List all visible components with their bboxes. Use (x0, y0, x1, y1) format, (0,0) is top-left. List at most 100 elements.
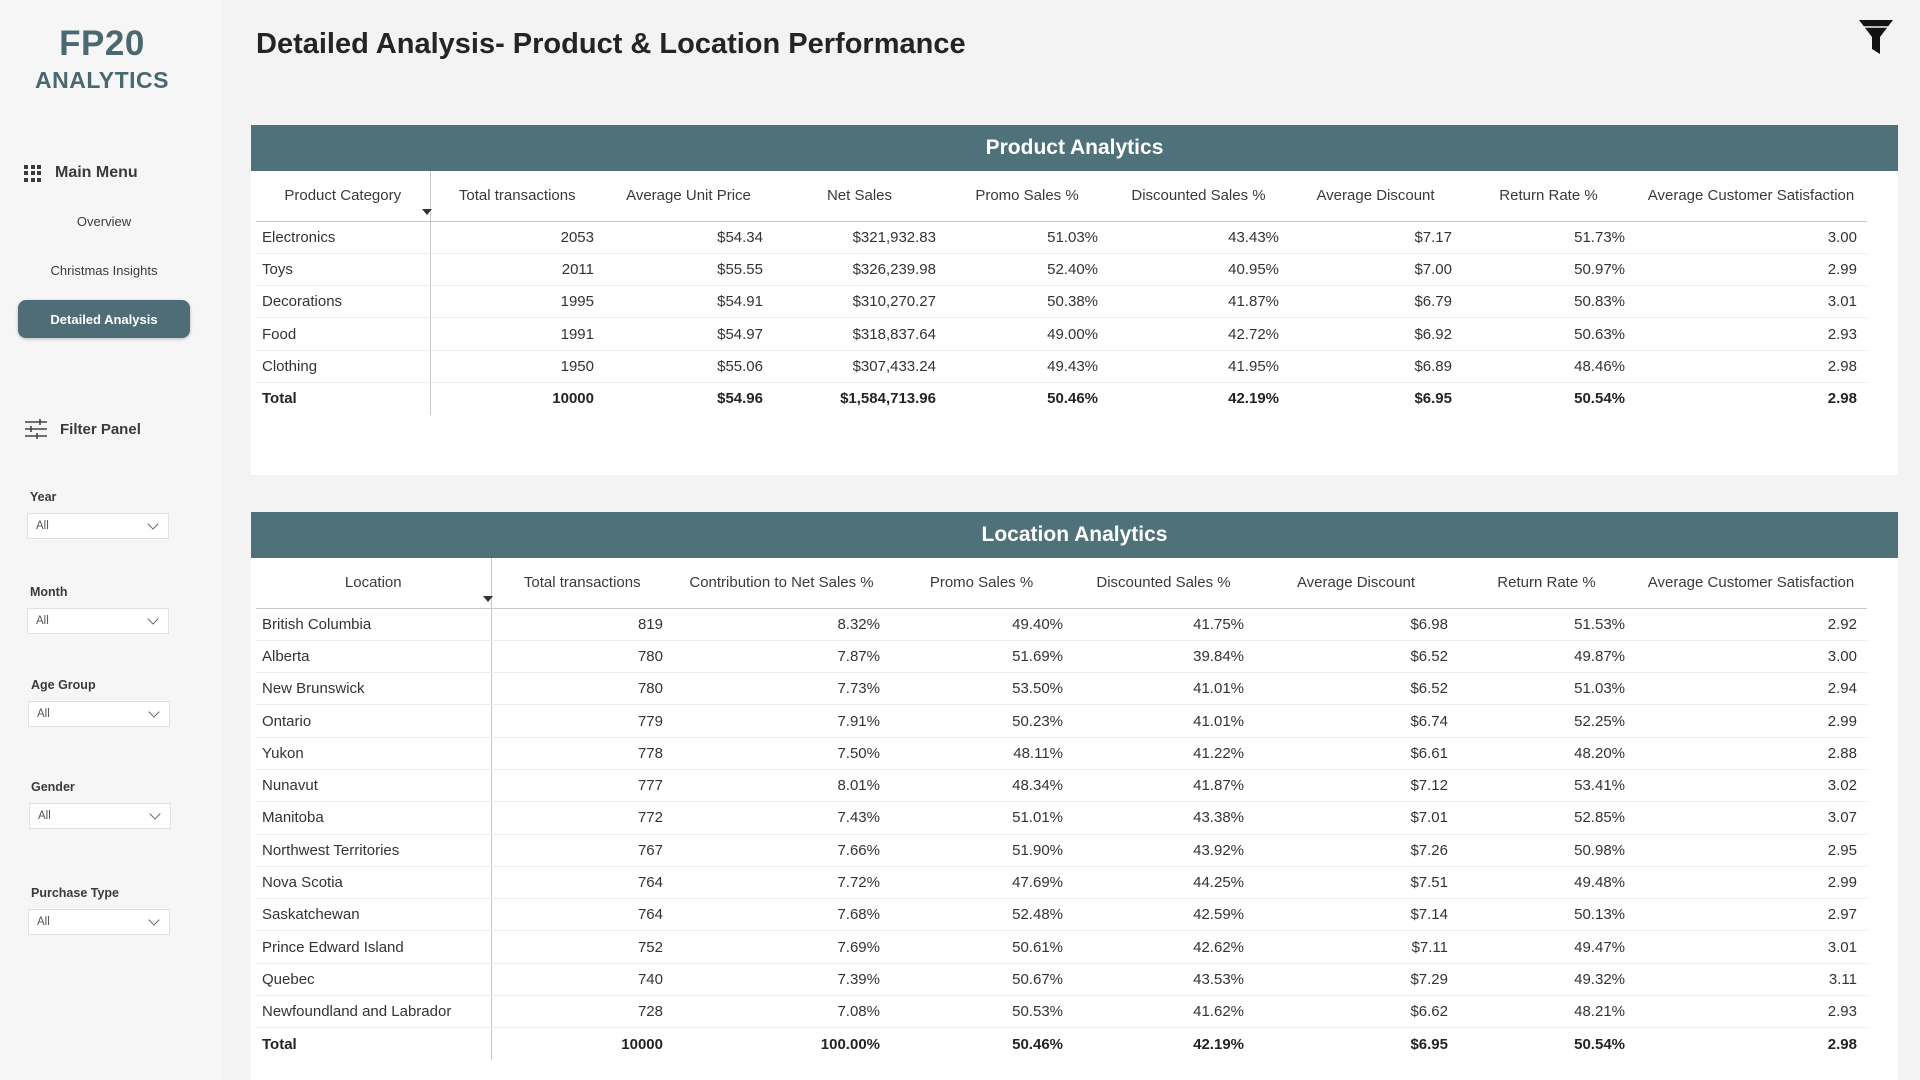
sliders-icon (25, 419, 47, 439)
product-table: Product Category Total transactions Averag… (256, 171, 1867, 415)
table-cell: $6.95 (1414, 390, 1452, 408)
table-row[interactable]: Manitoba 772 7.43% 51.01% 43.38% $7.01 52.85% 3… (256, 801, 1867, 835)
month-label: Month (30, 585, 68, 599)
row-label-cell: Clothing (256, 350, 431, 383)
table-cell: 51.69% (890, 640, 1073, 674)
column-header-total-transactions[interactable]: Total transactions (430, 171, 604, 222)
table-cell: 7.69% (673, 930, 890, 964)
column-header-promo-sales[interactable]: Promo Sales % (946, 171, 1108, 222)
table-row[interactable]: Clothing 1950 $55.06 $307,433.24 49.43% 41.95… (256, 350, 1867, 383)
table-cell: 52.25% (1458, 704, 1635, 738)
table-cell: 43.53% (1073, 963, 1254, 997)
table-cell: 43.92% (1073, 834, 1254, 867)
table-cell: 48.21% (1458, 995, 1635, 1029)
table-cell: 49.47% (1458, 930, 1635, 964)
nav-item-overview[interactable]: Overview (18, 202, 190, 240)
table-cell: 39.84% (1073, 640, 1254, 674)
purchase-type-label: Purchase Type (31, 886, 120, 900)
table-row[interactable]: Decorations 1995 $54.91 $310,270.27 50.38% 41… (256, 285, 1867, 319)
column-header-discounted-sales[interactable]: Discounted Sales % (1108, 171, 1289, 222)
table-cell: 50.54% (1574, 1035, 1625, 1053)
table-cell: 48.46% (1462, 350, 1635, 383)
table-cell: 8.32% (673, 608, 890, 641)
gender-dropdown[interactable]: All (29, 803, 171, 829)
table-row[interactable]: Newfoundland and Labrador 728 7.08% 50.53% 4… (256, 995, 1867, 1029)
location-table: Location Total transactions Contribution t… (256, 558, 1867, 1061)
age-group-dropdown[interactable]: All (28, 701, 170, 727)
column-header-average-discount[interactable]: Average Discount (1289, 171, 1462, 222)
table-cell: 50.46% (1047, 390, 1098, 408)
location-analytics-title: Location Analytics (251, 512, 1898, 558)
table-cell: 42.19% (1228, 390, 1279, 408)
table-cell: 767 (491, 834, 673, 867)
row-label-cell: Toys (256, 253, 431, 287)
table-row[interactable]: British Columbia 819 8.32% 49.40% 41.75% $6.9… (256, 608, 1867, 641)
column-header-average-customer-satisfaction[interactable]: Average Customer Satisfaction (1635, 558, 1867, 609)
total-row[interactable]: Total 10000 $54.96 $1,584,713.96 50.46% 42.19… (256, 382, 1867, 415)
age-group-label: Age Group (31, 678, 96, 692)
table-row[interactable]: Ontario 779 7.91% 50.23% 41.01% $6.74 52.25% 2.… (256, 704, 1867, 738)
table-cell: 7.66% (673, 834, 890, 867)
table-cell: 740 (491, 963, 673, 997)
table-cell: 2.94 (1635, 672, 1867, 706)
nav-item-christmas-insights[interactable]: Christmas Insights (18, 251, 190, 289)
year-dropdown[interactable]: All (27, 513, 169, 539)
gender-value: All (38, 810, 51, 822)
month-dropdown[interactable]: All (27, 608, 169, 634)
row-label-cell: New Brunswick (256, 672, 492, 706)
table-cell: 819 (491, 608, 673, 641)
column-header-location[interactable]: Location (256, 558, 493, 609)
sort-descending-icon[interactable] (482, 595, 493, 602)
row-label-cell: British Columbia (256, 608, 492, 641)
table-row[interactable]: Nunavut 777 8.01% 48.34% 41.87% $7.12 53.41% 3.… (256, 769, 1867, 803)
table-cell: 2.99 (1635, 253, 1867, 287)
sort-descending-icon[interactable] (421, 208, 432, 215)
table-cell: 3.01 (1635, 285, 1867, 319)
table-row[interactable]: Electronics 2053 $54.34 $321,932.83 51.03% 43… (256, 221, 1867, 254)
total-row[interactable]: Total 10000 100.00% 50.46% 42.19% $6.95 50.54%… (256, 1027, 1867, 1061)
table-cell: 52.40% (946, 253, 1108, 287)
column-header-promo-sales[interactable]: Promo Sales % (890, 558, 1073, 609)
nav-item-detailed-analysis[interactable]: Detailed Analysis (18, 300, 190, 338)
column-header-average-discount[interactable]: Average Discount (1254, 558, 1458, 609)
sidebar: FP20 ANALYTICS Main Menu Overview Christ… (0, 0, 221, 1080)
table-cell: 49.87% (1458, 640, 1635, 674)
purchase-type-dropdown[interactable]: All (28, 909, 170, 935)
table-cell: 51.03% (946, 221, 1108, 254)
table-cell: $6.52 (1254, 640, 1458, 674)
row-label-cell: Northwest Territories (256, 834, 492, 867)
table-cell: $7.17 (1289, 221, 1462, 254)
column-header-net-sales[interactable]: Net Sales (773, 171, 946, 222)
gender-label: Gender (31, 780, 75, 794)
purchase-type-value: All (37, 916, 50, 928)
table-row[interactable]: Food 1991 $54.97 $318,837.64 49.00% 42.72% $6.… (256, 317, 1867, 351)
column-header-product-category[interactable]: Product Category (256, 171, 432, 222)
location-analytics-panel: Location Analytics Location Total transac… (251, 512, 1898, 1080)
table-cell: 7.39% (673, 963, 890, 997)
table-row[interactable]: Alberta 780 7.87% 51.69% 39.84% $6.52 49.87% 3.… (256, 640, 1867, 674)
table-row[interactable]: Prince Edward Island 752 7.69% 50.61% 42.62%… (256, 930, 1867, 964)
brand-line-2: ANALYTICS (35, 67, 169, 93)
table-cell: 10000 (621, 1035, 663, 1053)
column-header-average-unit-price[interactable]: Average Unit Price (604, 171, 773, 222)
table-row[interactable]: Northwest Territories 767 7.66% 51.90% 43.92… (256, 834, 1867, 867)
column-header-return-rate[interactable]: Return Rate % (1458, 558, 1635, 609)
column-header-average-customer-satisfaction[interactable]: Average Customer Satisfaction (1635, 171, 1867, 222)
table-row[interactable]: Toys 2011 $55.55 $326,239.98 52.40% 40.95% $7.… (256, 253, 1867, 287)
funnel-icon[interactable] (1858, 18, 1894, 56)
column-header-return-rate[interactable]: Return Rate % (1462, 171, 1635, 222)
table-row[interactable]: Quebec 740 7.39% 50.67% 43.53% $7.29 49.32% 3.1… (256, 963, 1867, 997)
table-row[interactable]: Yukon 778 7.50% 48.11% 41.22% $6.61 48.20% 2.88 (256, 737, 1867, 770)
table-header-row: Location Total transactions Contribution t… (256, 558, 1867, 609)
table-cell: $54.97 (604, 317, 773, 351)
table-cell: 7.68% (673, 898, 890, 932)
table-cell: 50.46% (1012, 1035, 1063, 1053)
table-row[interactable]: Saskatchewan 764 7.68% 52.48% 42.59% $7.14 50.… (256, 898, 1867, 932)
table-cell: 42.72% (1108, 317, 1289, 351)
column-header-contribution-to-net-sales[interactable]: Contribution to Net Sales % (673, 558, 890, 609)
table-row[interactable]: New Brunswick 780 7.73% 53.50% 41.01% $6.52 51… (256, 672, 1867, 706)
column-header-discounted-sales[interactable]: Discounted Sales % (1073, 558, 1254, 609)
column-header-total-transactions[interactable]: Total transactions (491, 558, 673, 609)
table-cell: 2.99 (1635, 866, 1867, 900)
table-row[interactable]: Nova Scotia 764 7.72% 47.69% 44.25% $7.51 49.4… (256, 866, 1867, 900)
